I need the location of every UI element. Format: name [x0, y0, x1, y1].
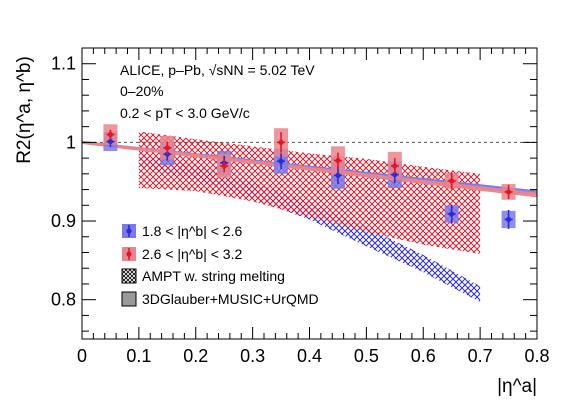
data-point-s0-p5 — [392, 172, 398, 178]
legend: 1.8 < |η^b| < 2.6 2.6 < |η^b| < 3.2 AMPT w… — [121, 223, 319, 307]
x-tick-label: 0.6 — [411, 346, 436, 366]
legend-label-ampt: AMPT w. string melting — [142, 268, 285, 284]
data-point-s0-p0 — [107, 138, 114, 145]
x-tick-label: 0 — [77, 346, 87, 366]
legend-marker-series-1 — [126, 251, 132, 257]
legend-label-3dglauber: 3DGlauber+MUSIC+UrQMD — [142, 291, 319, 307]
x-tick-label: 0.3 — [240, 346, 265, 366]
data-point-s1-p3 — [278, 139, 284, 145]
data-point-s1-p6 — [449, 178, 455, 184]
annotation-centrality: 0–20% — [120, 83, 164, 99]
data-point-s1-p2 — [221, 163, 227, 169]
x-tick-label: 0.4 — [297, 346, 322, 366]
data-points — [103, 124, 516, 229]
model-band-1-1 — [82, 140, 537, 198]
annotation-experiment-text: ALICE, p–Pb, √sNN = 5.02 TeV — [120, 62, 315, 78]
legend-marker-series-0 — [126, 228, 132, 234]
data-point-s0-p6 — [449, 211, 455, 217]
legend-swatch-3dglauber — [121, 291, 137, 307]
legend-swatch-ampt — [121, 268, 137, 284]
legend-label-series-1: 2.6 < |η^b| < 3.2 — [142, 246, 242, 262]
data-point-s1-p4 — [335, 157, 341, 164]
data-point-s0-p3 — [278, 158, 284, 164]
y-tick-label: 1 — [66, 132, 76, 152]
data-point-s0-p4 — [335, 172, 341, 179]
axis-ticks: 0 0.1 0.2 0.3 0.4 0.5 0.6 0.7 0.8 0.8 0.9 1 1.1 — [51, 48, 550, 366]
y-axis-title: R2(η^a, η^b) — [14, 56, 35, 164]
data-point-s1-p0 — [107, 131, 114, 138]
data-point-s1-p1 — [164, 145, 170, 151]
x-tick-label: 0.8 — [524, 346, 549, 366]
y-tick-label: 1.1 — [51, 54, 76, 74]
data-point-s1-p7 — [505, 189, 512, 195]
annotation-experiment: ALICE, p–Pb, √sNN = 5.02 TeV — [120, 62, 315, 78]
data-point-s0-p7 — [505, 216, 512, 223]
x-axis-title: |η^a| — [497, 376, 537, 397]
x-tick-label: 0.7 — [468, 346, 493, 366]
data-point-s1-p5 — [392, 163, 398, 169]
x-tick-label: 0.2 — [183, 346, 208, 366]
annotation-pt-range: 0.2 < pT < 3.0 GeV/c — [120, 105, 250, 121]
x-tick-label: 0.1 — [126, 346, 151, 366]
x-tick-label: 0.5 — [354, 346, 379, 366]
legend-label-series-0: 1.8 < |η^b| < 2.6 — [142, 223, 242, 239]
y-tick-label: 0.8 — [51, 290, 76, 310]
y-tick-label: 0.9 — [51, 211, 76, 231]
